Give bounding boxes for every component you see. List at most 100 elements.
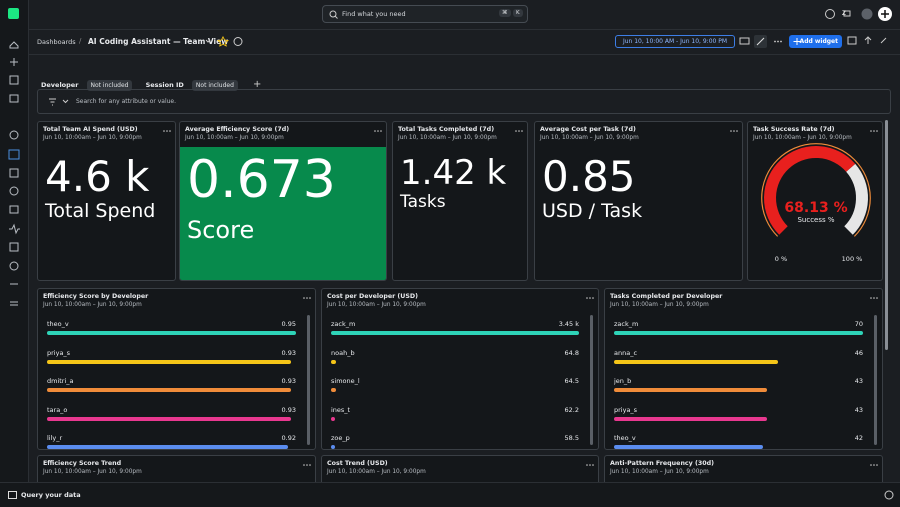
widget-menu[interactable] [728, 127, 740, 135]
tv-icon[interactable] [739, 37, 750, 45]
dashboards-icon[interactable] [8, 149, 20, 160]
menu-dot [374, 130, 376, 132]
filter-label: Session ID [145, 81, 184, 89]
favorite-icon[interactable] [217, 36, 229, 47]
bar-list: theo_v 0.95 priya_s 0.93 dmitri_a 0.93 tara_o 0… [47, 317, 296, 449]
widget-title: Cost per Developer (USD) [327, 293, 419, 300]
widget-menu[interactable] [584, 294, 596, 302]
shortcut-key: K [513, 9, 523, 17]
time-picker[interactable]: Jun 10, 10:00 AM - Jun 10, 9:00 PM [615, 35, 735, 48]
export-icon[interactable] [864, 36, 872, 44]
more-icon[interactable] [10, 283, 18, 306]
menu-dot [873, 130, 875, 132]
title-chevron[interactable] [205, 39, 211, 43]
menu-dot [873, 297, 875, 299]
title-icons [205, 36, 243, 47]
help-icon[interactable] [825, 9, 835, 19]
widget-menu[interactable] [868, 461, 880, 469]
billboard-widget: Total Team AI Spend (USD) Jun 10, 10:00am… [37, 121, 176, 281]
add-widget-button[interactable]: Add widget [789, 35, 842, 48]
attribute-search[interactable]: Search for any attribute or value. [37, 89, 891, 114]
scrollbar[interactable] [590, 315, 593, 445]
row-value: 42 [854, 434, 863, 442]
add-icon[interactable] [10, 58, 18, 66]
row-value: 0.93 [281, 377, 296, 385]
billboard-unit: Score [187, 216, 255, 244]
apps-icon[interactable] [9, 75, 19, 85]
row-value: 43 [854, 405, 863, 414]
filter-value[interactable]: Not included [191, 80, 238, 91]
query-your-data[interactable]: Query your data [21, 491, 81, 499]
widget-menu[interactable] [161, 127, 173, 135]
page-scrollbar[interactable] [885, 120, 888, 350]
menu-dot [303, 464, 305, 466]
feedback-icon[interactable] [843, 10, 851, 17]
widget-title: Tasks Completed per Developer [610, 293, 723, 300]
gauge-value: 68.13 % [784, 200, 847, 216]
dashboard-title[interactable]: AI Coding Assistant — Team View [88, 37, 229, 46]
browser-icon[interactable] [9, 205, 19, 214]
home-icon[interactable] [9, 41, 19, 49]
row-value: 70 [854, 320, 863, 328]
menu-dot [515, 130, 517, 132]
settings-icon[interactable] [9, 261, 19, 271]
avatar[interactable] [861, 8, 873, 20]
widget-menu[interactable] [301, 294, 313, 302]
footer: Query your data [0, 482, 900, 507]
widget-title: Average Cost per Task (7d) [540, 126, 636, 133]
billboard-value: 0.85 [542, 152, 636, 201]
avatar-initial: Z [842, 10, 847, 17]
menu-dot [592, 464, 594, 466]
charts-icon[interactable] [9, 168, 19, 178]
add-filter[interactable]: + [252, 79, 262, 90]
row-value: 64.5 [564, 377, 579, 385]
info-icon[interactable] [233, 37, 243, 46]
bar [614, 388, 767, 392]
alerts-icon[interactable] [9, 130, 19, 140]
catalog-icon[interactable] [9, 94, 19, 103]
filter-icon [49, 98, 69, 106]
bar-list-widget: Efficiency Score by Developer Jun 10, 10:… [37, 288, 316, 450]
menu-dot [876, 464, 878, 466]
menu-dot [870, 297, 872, 299]
global-search[interactable]: Find what you need ⌘ K [322, 5, 528, 23]
apm-icon[interactable] [9, 223, 20, 235]
widget-time: Jun 10, 10:00am – Jun 10, 9:00pm [753, 135, 852, 141]
gauge: 68.13 %Success % 0 % 100 % [761, 143, 871, 263]
widget-title: Total Team AI Spend (USD) [43, 126, 138, 133]
scrollbar[interactable] [307, 315, 310, 445]
share-icons [847, 36, 887, 45]
widget-menu[interactable] [513, 127, 525, 135]
row-label: jen_b [614, 377, 632, 385]
widget-menu[interactable] [868, 294, 880, 302]
breadcrumb[interactable]: Dashboards [37, 38, 76, 46]
menu-dot [163, 130, 165, 132]
infra-icon[interactable] [9, 242, 19, 252]
billboard-unit: USD / Task [542, 200, 643, 222]
row-label: dmitri_a [47, 377, 74, 385]
bar [47, 359, 291, 364]
separator: / [79, 37, 82, 45]
gauge-value-arc [764, 146, 856, 235]
search-placeholder: Search for any attribute or value. [76, 98, 177, 105]
widget-menu[interactable] [868, 127, 880, 135]
bar-list: zack_m 70 anna_c 46 jen_b 43 priya_s 43 theo_v 42 [614, 317, 863, 449]
link-icon[interactable] [880, 37, 887, 44]
widget-menu[interactable] [584, 461, 596, 469]
scrollbar[interactable] [874, 315, 877, 445]
comment-icon[interactable] [847, 36, 857, 45]
globe-icon[interactable] [9, 186, 19, 196]
widget-time: Jun 10, 10:00am – Jun 10, 9:00pm [327, 469, 426, 475]
bar [614, 445, 764, 449]
billboard-unit: Tasks [400, 192, 446, 212]
billboard-widget: Average Cost per Task (7d) Jun 10, 10:00a… [534, 121, 743, 281]
filter-value[interactable]: Not included [86, 80, 133, 91]
menu-dot [306, 297, 308, 299]
widget-menu[interactable] [372, 127, 384, 135]
widget-title: Efficiency Score by Developer [43, 293, 149, 300]
widget-menu[interactable] [301, 461, 313, 469]
row-value: 62.2 [564, 405, 579, 414]
help-icon[interactable] [884, 490, 894, 500]
bar [47, 331, 296, 335]
